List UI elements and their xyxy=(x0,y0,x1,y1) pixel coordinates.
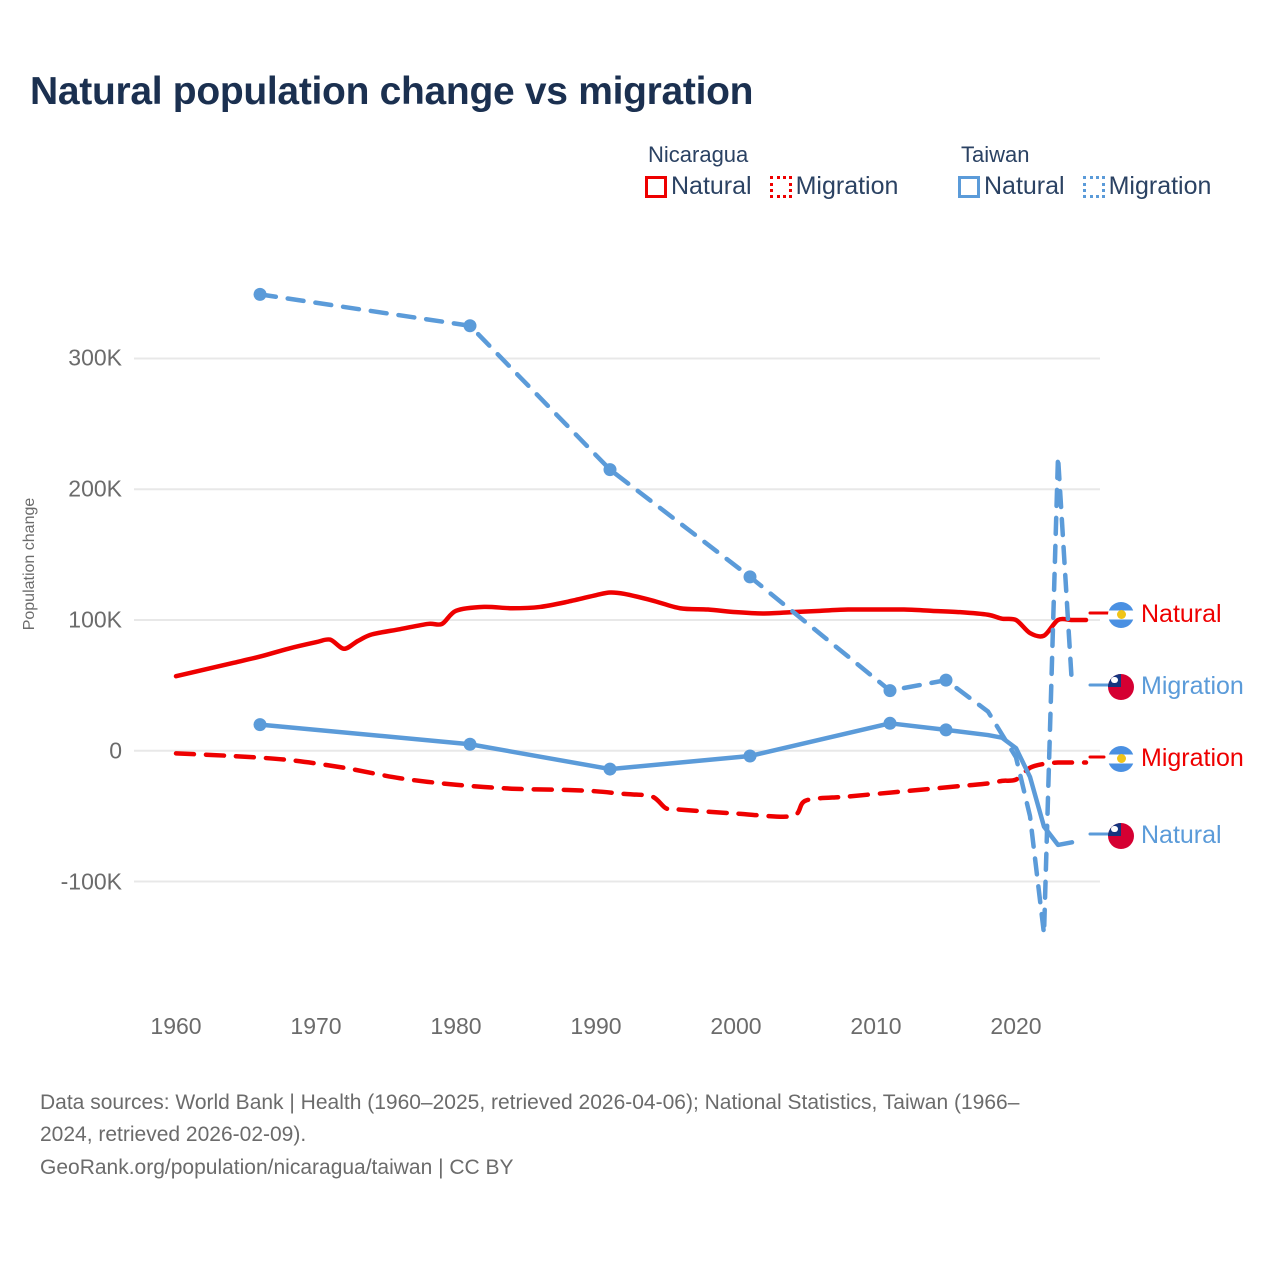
taiwan-flag-icon xyxy=(1108,822,1134,849)
taiwan-flag-icon xyxy=(1108,673,1134,700)
legend-item-taiwan-natural[interactable]: Natural xyxy=(958,172,1065,201)
legend-item-label: Natural xyxy=(984,172,1065,200)
legend-swatch-dotted-icon xyxy=(769,175,792,198)
data-point-marker xyxy=(743,570,757,584)
x-axis-tick-label: 2020 xyxy=(990,1013,1042,1039)
data-point-marker xyxy=(939,723,953,737)
legend-item-label: Natural xyxy=(671,172,752,200)
nicaragua-flag-icon xyxy=(1108,601,1134,628)
data-point-marker xyxy=(463,737,477,751)
chart-footer: Data sources: World Bank | Health (1960–… xyxy=(40,1088,1240,1185)
y-axis-title: Population change xyxy=(21,497,38,631)
y-axis-tick-label: 300K xyxy=(68,344,122,371)
legend-swatch-solid-icon xyxy=(645,175,667,198)
series-line-nicaragua-natural xyxy=(173,590,1089,679)
end-label-migration[interactable]: Migration xyxy=(1108,744,1244,773)
y-axis-tick-label: 0 xyxy=(109,737,122,764)
y-axis-tick-label: 200K xyxy=(68,475,122,502)
x-axis-tick-label: 1960 xyxy=(150,1013,202,1039)
y-axis-tick-label: 100K xyxy=(68,606,122,633)
legend-item-label: Migration xyxy=(1108,172,1212,200)
end-label-migration[interactable]: Migration xyxy=(1108,672,1244,701)
footer-line-1: Data sources: World Bank | Health (1960–… xyxy=(40,1091,1020,1114)
x-axis-tick-label: 1980 xyxy=(430,1013,482,1039)
data-point-marker xyxy=(603,762,617,776)
legend-group-nicaragua: Nicaragua Natural Migration xyxy=(645,142,898,201)
end-label-text: Natural xyxy=(1141,821,1222,849)
data-point-marker xyxy=(253,287,267,301)
data-point-marker xyxy=(883,684,897,698)
data-point-marker xyxy=(253,718,267,732)
series-line-nicaragua-migration xyxy=(173,751,1089,819)
nicaragua-flag-icon xyxy=(1108,745,1134,772)
end-label-text: Migration xyxy=(1141,744,1244,772)
end-label-natural[interactable]: Natural xyxy=(1108,600,1222,629)
data-point-marker xyxy=(743,749,757,763)
chart-title: Natural population change vs migration xyxy=(30,70,754,113)
legend-group-taiwan: Taiwan Natural Migration xyxy=(958,142,1211,201)
end-label-text: Natural xyxy=(1141,600,1222,628)
data-point-marker xyxy=(603,463,617,477)
end-label-natural[interactable]: Natural xyxy=(1108,821,1222,850)
data-point-marker xyxy=(883,716,897,730)
x-axis-tick-label: 2010 xyxy=(850,1013,902,1039)
data-point-marker xyxy=(939,673,953,687)
x-axis-tick-label: 1990 xyxy=(570,1013,622,1039)
series-line-taiwan-migration xyxy=(257,721,1075,848)
legend-swatch-dotted-icon xyxy=(1082,175,1105,198)
legend-swatch-solid-icon xyxy=(958,175,980,198)
footer-line-2: 2024, retrieved 2026-02-09). xyxy=(40,1123,307,1147)
end-label-text: Migration xyxy=(1141,672,1244,700)
legend-item-taiwan-migration[interactable]: Migration xyxy=(1082,172,1212,201)
footer-line-3: GeoRank.org/population/nicaragua/taiwan … xyxy=(40,1155,514,1179)
y-axis-tick-label: -100K xyxy=(60,868,122,895)
x-axis-tick-label: 1970 xyxy=(290,1013,342,1039)
data-point-marker xyxy=(463,319,477,333)
legend-country-label: Nicaragua xyxy=(648,142,749,167)
legend-item-nicaragua-migration[interactable]: Migration xyxy=(769,172,899,201)
legend-country-label: Taiwan xyxy=(961,142,1030,167)
x-axis-tick-label: 2000 xyxy=(710,1013,762,1039)
legend-item-nicaragua-natural[interactable]: Natural xyxy=(645,172,752,201)
legend-item-label: Migration xyxy=(795,172,899,200)
series-line-taiwan-natural xyxy=(257,292,1075,937)
